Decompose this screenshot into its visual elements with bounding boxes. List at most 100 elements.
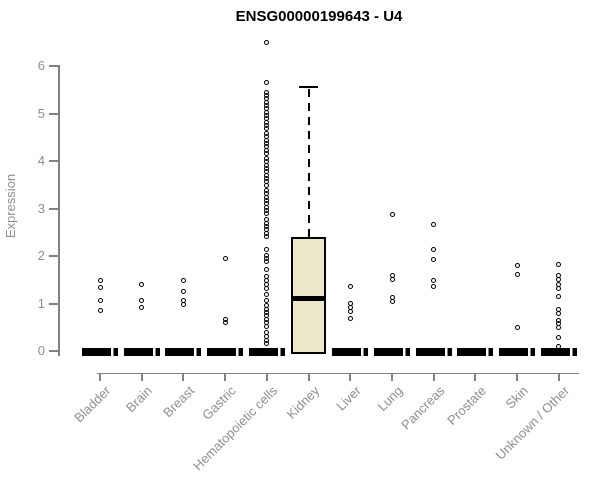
x-axis-tick	[516, 372, 519, 381]
outlier-point	[347, 316, 353, 322]
collapsed-boxplot-liver	[332, 347, 369, 356]
y-axis-tick-label: 3	[37, 200, 45, 216]
y-axis-tick-label: 6	[37, 58, 45, 73]
y-axis-tick-label: 0	[37, 343, 45, 358]
x-axis-tick	[224, 372, 227, 381]
x-axis-tick-label-text: Prostate	[444, 383, 490, 428]
x-axis-tick	[265, 372, 268, 381]
x-axis-tick	[182, 372, 185, 381]
y-axis-tick	[49, 160, 58, 162]
outlier-point	[264, 341, 270, 347]
x-axis-tick	[140, 372, 143, 381]
collapsed-boxplot-lung	[374, 347, 411, 356]
outlier-point	[264, 267, 270, 273]
x-axis-tick-label-text: Liver	[333, 383, 364, 414]
outlier-point	[556, 277, 562, 283]
x-axis-tick-label-text: Bladder	[71, 383, 114, 426]
outlier-point	[264, 39, 270, 45]
x-axis-line	[97, 372, 579, 374]
y-axis-tick	[49, 207, 58, 210]
collapsed-boxplot-gastric	[207, 347, 244, 356]
collapsed-boxplot-prostate	[457, 347, 494, 356]
outlier-point	[264, 80, 270, 86]
y-axis-tick	[49, 112, 58, 115]
collapsed-boxplot-pancreas	[415, 347, 452, 356]
outlier-point	[389, 277, 395, 283]
outlier-point	[556, 285, 562, 291]
x-axis-tick-label-text: Skin	[502, 383, 531, 412]
outlier-point	[556, 262, 562, 268]
collapsed-boxplot-bladder	[82, 347, 118, 356]
outlier-point	[222, 320, 228, 326]
x-axis-tick	[349, 372, 352, 381]
outlier-point	[264, 285, 270, 291]
outlier-point	[180, 277, 186, 283]
outlier-point	[97, 297, 103, 303]
outlier-point	[347, 284, 353, 290]
collapsed-boxplot-hematopoietic-cells	[248, 347, 285, 356]
outlier-point	[556, 335, 562, 341]
outlier-point	[556, 324, 562, 330]
outlier-point	[264, 126, 270, 132]
y-axis-tick	[49, 302, 58, 305]
outlier-point	[389, 299, 395, 305]
x-axis-tick-label-text: Breast	[159, 383, 198, 421]
outlier-point	[264, 234, 270, 240]
outlier-point	[139, 297, 145, 303]
outlier-point	[556, 272, 562, 278]
y-axis-tick-label: 4	[37, 153, 45, 168]
outlier-point	[389, 212, 395, 218]
outlier-point	[514, 262, 520, 268]
outlier-point	[139, 281, 145, 287]
outlier-point	[264, 292, 270, 298]
y-axis-line	[58, 65, 60, 356]
boxplot-box-kidney	[291, 237, 327, 354]
outlier-point	[431, 257, 437, 263]
outlier-point	[264, 259, 270, 265]
outlier-point	[264, 211, 270, 217]
outlier-point	[264, 182, 270, 188]
outlier-point	[264, 150, 270, 156]
outlier-point	[431, 247, 437, 253]
outlier-point	[180, 297, 186, 303]
x-axis-tick	[557, 372, 560, 381]
upper-whisker	[307, 89, 310, 237]
outlier-point	[264, 297, 270, 303]
x-axis-tick	[307, 372, 310, 381]
outlier-point	[514, 271, 520, 277]
outlier-point	[97, 285, 103, 291]
boxplot-median-line	[291, 296, 327, 302]
x-axis-tick	[474, 372, 477, 381]
outlier-point	[347, 309, 353, 315]
x-axis-tick-label-text: Gastric	[199, 383, 239, 423]
outlier-point	[97, 277, 103, 283]
y-axis-tick	[49, 255, 58, 257]
x-axis-tick-label-text: Lung	[374, 383, 406, 415]
outlier-point	[431, 284, 437, 290]
y-axis-tick-label: 1	[37, 295, 45, 311]
x-axis-tick-label-text: Pancreas	[397, 383, 448, 433]
x-axis-tick-label-text: Unknown / Other	[492, 383, 573, 463]
x-axis-tick-label-text: Kidney	[283, 383, 323, 422]
collapsed-boxplot-breast	[165, 347, 202, 356]
x-axis-tick	[99, 372, 101, 381]
y-axis-tick-label: 5	[37, 105, 45, 121]
outlier-point	[264, 247, 270, 253]
outlier-point	[180, 302, 186, 308]
collapsed-boxplot-unknown-other	[540, 347, 577, 356]
outlier-point	[97, 307, 103, 313]
y-axis-tick	[49, 65, 58, 67]
outlier-point	[431, 222, 437, 228]
x-axis-tick	[391, 372, 394, 381]
upper-whisker-cap	[299, 86, 319, 89]
y-axis-tick-label: 2	[37, 248, 45, 263]
outlier-point	[222, 255, 228, 261]
outlier-point	[431, 277, 437, 283]
outlier-point	[556, 310, 562, 316]
outlier-point	[180, 289, 186, 295]
outlier-point	[556, 293, 562, 299]
outlier-point	[556, 343, 562, 349]
outlier-point	[264, 324, 270, 330]
x-axis-tick-label-text: Brain	[123, 383, 156, 416]
